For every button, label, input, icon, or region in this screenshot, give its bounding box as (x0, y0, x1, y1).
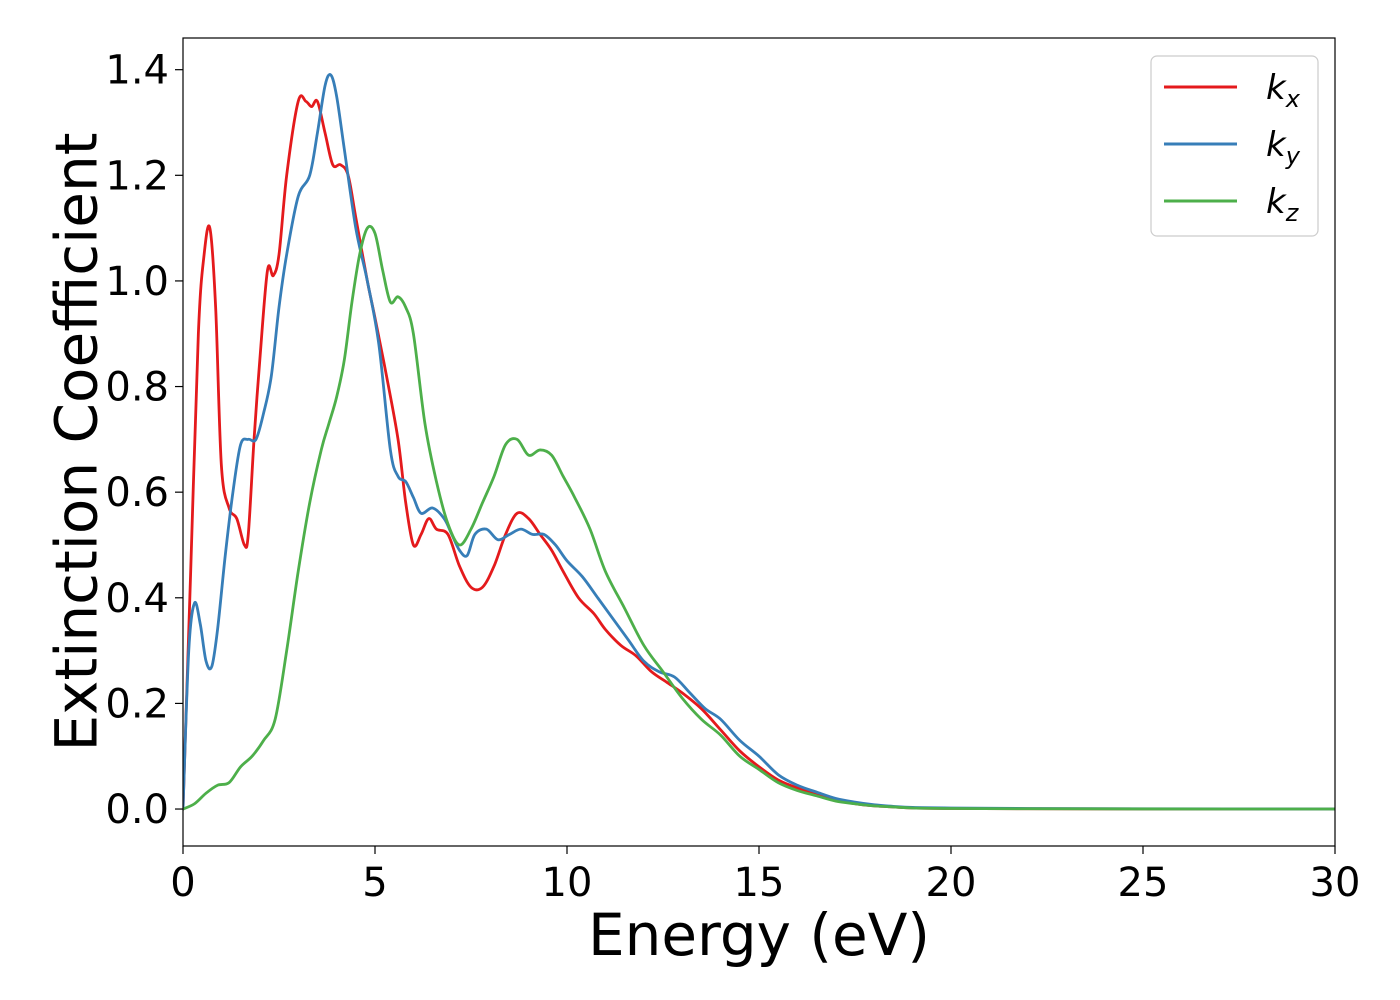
legend-label-base: k (1266, 68, 1287, 108)
x-axis-title: Energy (eV) (588, 901, 930, 969)
y-tick-label: 0.6 (105, 470, 169, 516)
legend-label-subscript: z (1285, 199, 1300, 227)
legend-label-subscript: x (1285, 85, 1301, 113)
legend-label-y: ky (1266, 125, 1301, 170)
y-tick-label: 0.8 (105, 365, 169, 411)
x-tick-label: 30 (1310, 860, 1361, 906)
y-tick-label: 1.2 (105, 153, 169, 199)
legend-label-subscript: y (1285, 142, 1301, 170)
y-tick-label: 1.0 (105, 259, 169, 305)
x-tick-label: 25 (1118, 860, 1169, 906)
x-tick-label: 20 (926, 860, 977, 906)
y-tick-label: 1.4 (105, 48, 169, 94)
x-axis-ticks: 0 5 10 15 20 25 30 (170, 846, 1360, 906)
x-tick-label: 15 (734, 860, 785, 906)
y-tick-label: 0.0 (105, 787, 169, 833)
y-tick-label: 0.2 (105, 681, 169, 727)
legend-label-base: k (1266, 182, 1287, 222)
x-tick-label: 10 (542, 860, 593, 906)
legend-label-x: kx (1266, 68, 1301, 113)
x-tick-label: 5 (362, 860, 387, 906)
y-axis-title: Extinction Coefficient (42, 133, 110, 752)
x-tick-label: 0 (170, 860, 195, 906)
series-line-k-x (183, 94, 1335, 811)
series-line-k-y (183, 73, 1335, 811)
legend-label-base: k (1266, 125, 1287, 165)
series-layer (183, 73, 1335, 811)
series-line-k-z (183, 224, 1335, 811)
legend-label-z: kz (1266, 182, 1300, 227)
y-axis-ticks: 0.0 0.2 0.4 0.6 0.8 1.0 1.2 1.4 (105, 48, 183, 833)
y-tick-label: 0.4 (105, 576, 169, 622)
legend-box (1150, 55, 1319, 237)
